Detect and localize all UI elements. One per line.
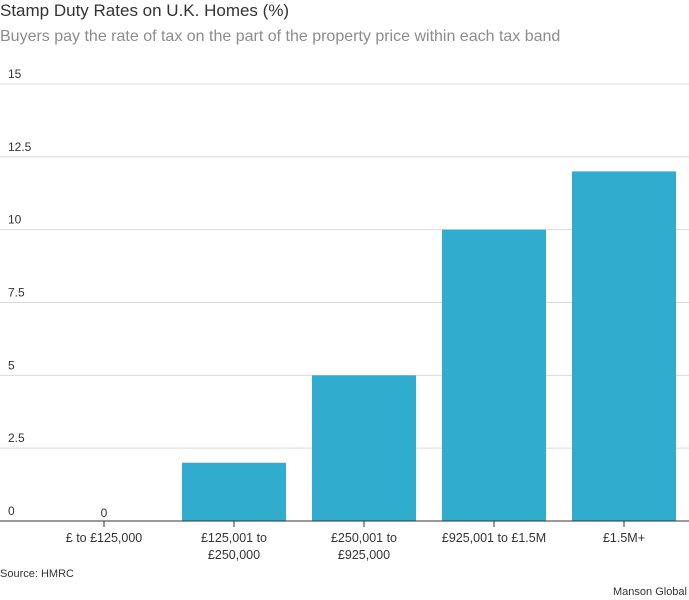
- x-tick-label: £250,000: [208, 548, 260, 562]
- y-tick-label: 2.5: [8, 431, 25, 445]
- chart-subtitle: Buyers pay the rate of tax on the part o…: [0, 28, 561, 45]
- bar: [182, 462, 286, 521]
- y-tick-label: 15: [8, 67, 22, 81]
- x-tick-label: £125,001 to: [201, 531, 267, 545]
- x-tick-label: £250,001 to: [331, 531, 397, 545]
- chart-title: Stamp Duty Rates on U.K. Homes (%): [0, 1, 290, 20]
- bar: [442, 229, 546, 521]
- x-tick-label: £1.5M+: [603, 531, 645, 545]
- data-label: 0: [101, 506, 108, 520]
- x-tick-label: £ to £125,000: [66, 531, 143, 545]
- source-note: Source: HMRC: [0, 568, 74, 580]
- x-tick-label: £925,000: [338, 548, 390, 562]
- y-tick-label: 5: [8, 358, 15, 372]
- y-tick-label: 7.5: [8, 286, 25, 300]
- credit-note: Manson Global: [613, 586, 687, 598]
- y-tick-label: 10: [8, 213, 22, 227]
- bar: [572, 171, 676, 521]
- y-tick-label: 0: [8, 504, 15, 518]
- y-tick-label: 12.5: [8, 140, 32, 154]
- x-tick-label: £925,001 to £1.5M: [442, 531, 546, 545]
- bar: [312, 375, 416, 521]
